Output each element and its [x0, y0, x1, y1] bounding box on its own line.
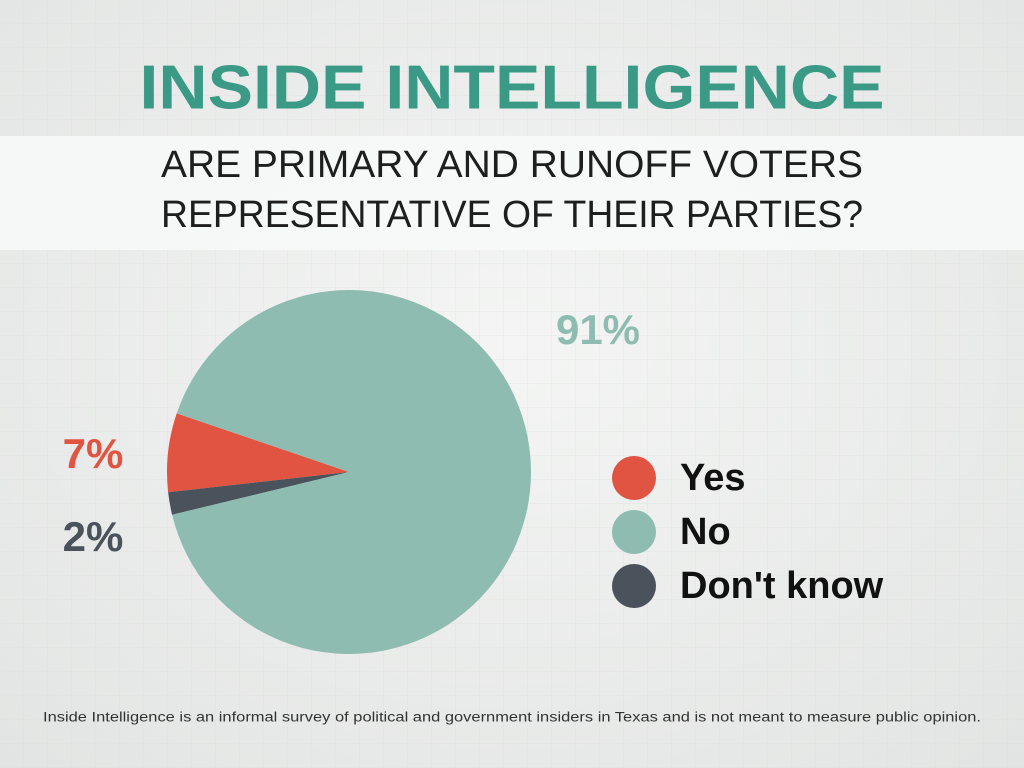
value-label: 7%: [63, 430, 124, 477]
legend-label: Don't know: [680, 565, 884, 607]
legend-swatch: [612, 564, 656, 608]
chart-subtitle: REPRESENTATIVE OF THEIR PARTIES?: [161, 194, 863, 236]
pie-slice: [167, 413, 349, 493]
chart-subtitle: ARE PRIMARY AND RUNOFF VOTERS: [161, 144, 863, 186]
legend-swatch: [612, 510, 656, 554]
legend-label: Yes: [680, 457, 746, 499]
value-label: 91%: [556, 306, 640, 353]
chart-title: INSIDE INTELLIGENCE: [140, 53, 885, 122]
legend-label: No: [680, 511, 731, 553]
legend-swatch: [612, 456, 656, 500]
value-label: 2%: [63, 513, 124, 560]
pie-slice: [168, 472, 349, 515]
footnote: Inside Intelligence is an informal surve…: [43, 710, 981, 725]
subtitle-band: [0, 136, 1024, 250]
pie-slice: [172, 289, 532, 654]
